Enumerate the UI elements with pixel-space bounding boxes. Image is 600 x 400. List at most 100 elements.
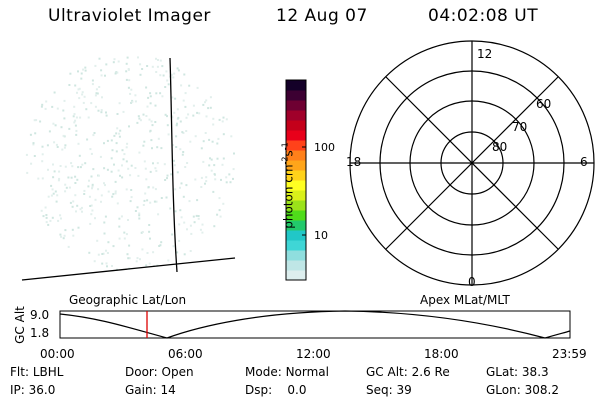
emission-dot [91, 183, 94, 186]
emission-dot [127, 219, 129, 221]
emission-dot [94, 198, 97, 201]
emission-dot [149, 170, 152, 173]
emission-dot [97, 253, 100, 256]
emission-dot [114, 72, 117, 75]
emission-dot [115, 150, 118, 153]
emission-dot [130, 189, 133, 191]
emission-dot [75, 129, 78, 132]
emission-dot [229, 181, 232, 184]
emission-dot [30, 162, 33, 165]
emission-dot [97, 174, 100, 177]
emission-dot [74, 84, 77, 87]
emission-dot [154, 104, 157, 107]
emission-dot [143, 140, 146, 143]
emission-dot [139, 258, 141, 261]
emission-dot [159, 92, 162, 95]
altitude-plot [59, 310, 571, 339]
emission-dot [183, 221, 186, 224]
emission-dot [106, 252, 109, 254]
emission-dot [159, 74, 162, 77]
emission-dot [84, 69, 87, 72]
emission-dot [125, 146, 128, 149]
emission-dot [56, 107, 59, 110]
emission-dot [100, 74, 103, 77]
emission-dot [166, 177, 168, 180]
emission-dot [55, 200, 58, 203]
emission-dot [138, 214, 141, 217]
emission-dot [169, 207, 172, 210]
emission-dot [135, 260, 138, 263]
color-bar-segment [286, 130, 306, 141]
status-seq-value: 39 [396, 383, 412, 397]
emission-dot [104, 215, 107, 218]
emission-dot [74, 182, 77, 184]
emission-dot [81, 91, 84, 94]
status-door-label: Door: [125, 365, 158, 379]
emission-dot [180, 182, 183, 185]
emission-dot [77, 70, 79, 73]
emission-dot [105, 114, 108, 117]
emission-dot [112, 245, 115, 248]
status-dsp-label: Dsp: [245, 383, 273, 397]
emission-dot [146, 252, 149, 254]
emission-dot [98, 86, 101, 88]
emission-dot [77, 142, 80, 145]
emission-dot [155, 200, 158, 203]
altitude-xtick-1200: 12:00 [296, 347, 331, 361]
status-dsp: Dsp: 0.0 [245, 383, 307, 397]
color-bar-exp1: -2 [280, 156, 290, 165]
emission-dot [127, 68, 130, 70]
emission-dot [157, 59, 159, 61]
emission-dot [134, 100, 137, 103]
color-bar-segment [286, 100, 306, 111]
emission-dot [118, 132, 121, 135]
emission-dot [39, 120, 42, 123]
emission-dot [173, 164, 176, 167]
color-bar-segment [286, 220, 306, 231]
emission-dot [127, 257, 130, 260]
emission-dot [32, 143, 35, 146]
emission-dot [74, 194, 77, 197]
color-bar-exp2: -1 [280, 142, 290, 151]
emission-dot [54, 124, 57, 127]
emission-dot [81, 210, 83, 213]
emission-dot [160, 241, 163, 244]
emission-dot [60, 235, 63, 238]
emission-dot [76, 204, 79, 207]
emission-dot [68, 84, 71, 86]
emission-dot [125, 70, 128, 73]
emission-dot [222, 116, 225, 119]
emission-dot [46, 144, 49, 147]
status-seq-label: Seq: [366, 383, 393, 397]
emission-dot [137, 174, 140, 177]
emission-dot [32, 142, 35, 145]
emission-dot [122, 110, 125, 113]
emission-dot [123, 231, 126, 234]
emission-dot [96, 239, 99, 242]
status-gain: Gain: 14 [125, 383, 176, 397]
status-glon-label: GLon: [486, 383, 521, 397]
emission-dot [173, 72, 176, 75]
emission-dot [175, 124, 178, 127]
emission-dot [221, 120, 224, 123]
emission-dot [138, 217, 141, 220]
emission-dot [197, 217, 200, 220]
emission-dot [211, 140, 214, 143]
emission-dot [142, 204, 145, 206]
emission-dot [116, 127, 119, 130]
emission-dot [45, 221, 48, 224]
emission-dot [70, 162, 73, 165]
emission-dot [163, 163, 166, 166]
emission-dot [92, 134, 95, 137]
emission-dot [152, 186, 155, 189]
emission-dot [41, 145, 44, 148]
emission-dot [72, 200, 75, 203]
emission-dot [190, 232, 193, 235]
emission-dot [205, 176, 208, 179]
emission-dot [150, 139, 153, 142]
emission-dot [202, 103, 205, 106]
emission-dot [150, 120, 153, 123]
emission-dot [160, 197, 163, 199]
emission-dot [139, 119, 142, 122]
color-bar-segment [286, 230, 306, 241]
